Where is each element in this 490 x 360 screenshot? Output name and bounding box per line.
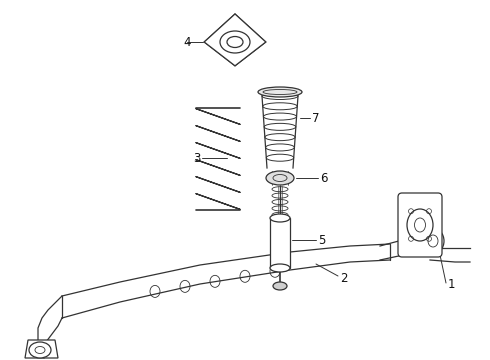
Text: 3: 3	[193, 152, 200, 165]
Ellipse shape	[422, 228, 444, 254]
Polygon shape	[204, 14, 266, 66]
Ellipse shape	[227, 36, 243, 48]
Ellipse shape	[266, 171, 294, 185]
Polygon shape	[25, 340, 58, 358]
Ellipse shape	[270, 264, 290, 272]
Text: 6: 6	[320, 171, 327, 184]
FancyBboxPatch shape	[398, 193, 442, 257]
Ellipse shape	[270, 214, 290, 222]
Text: 4: 4	[183, 36, 191, 49]
Ellipse shape	[220, 31, 250, 53]
Text: 2: 2	[340, 271, 347, 284]
Bar	[270, 218, 290, 268]
Text: 7: 7	[312, 112, 319, 125]
Ellipse shape	[258, 87, 302, 97]
Text: 5: 5	[318, 234, 325, 247]
Ellipse shape	[29, 342, 51, 358]
Text: 1: 1	[448, 279, 456, 292]
Ellipse shape	[273, 282, 287, 290]
